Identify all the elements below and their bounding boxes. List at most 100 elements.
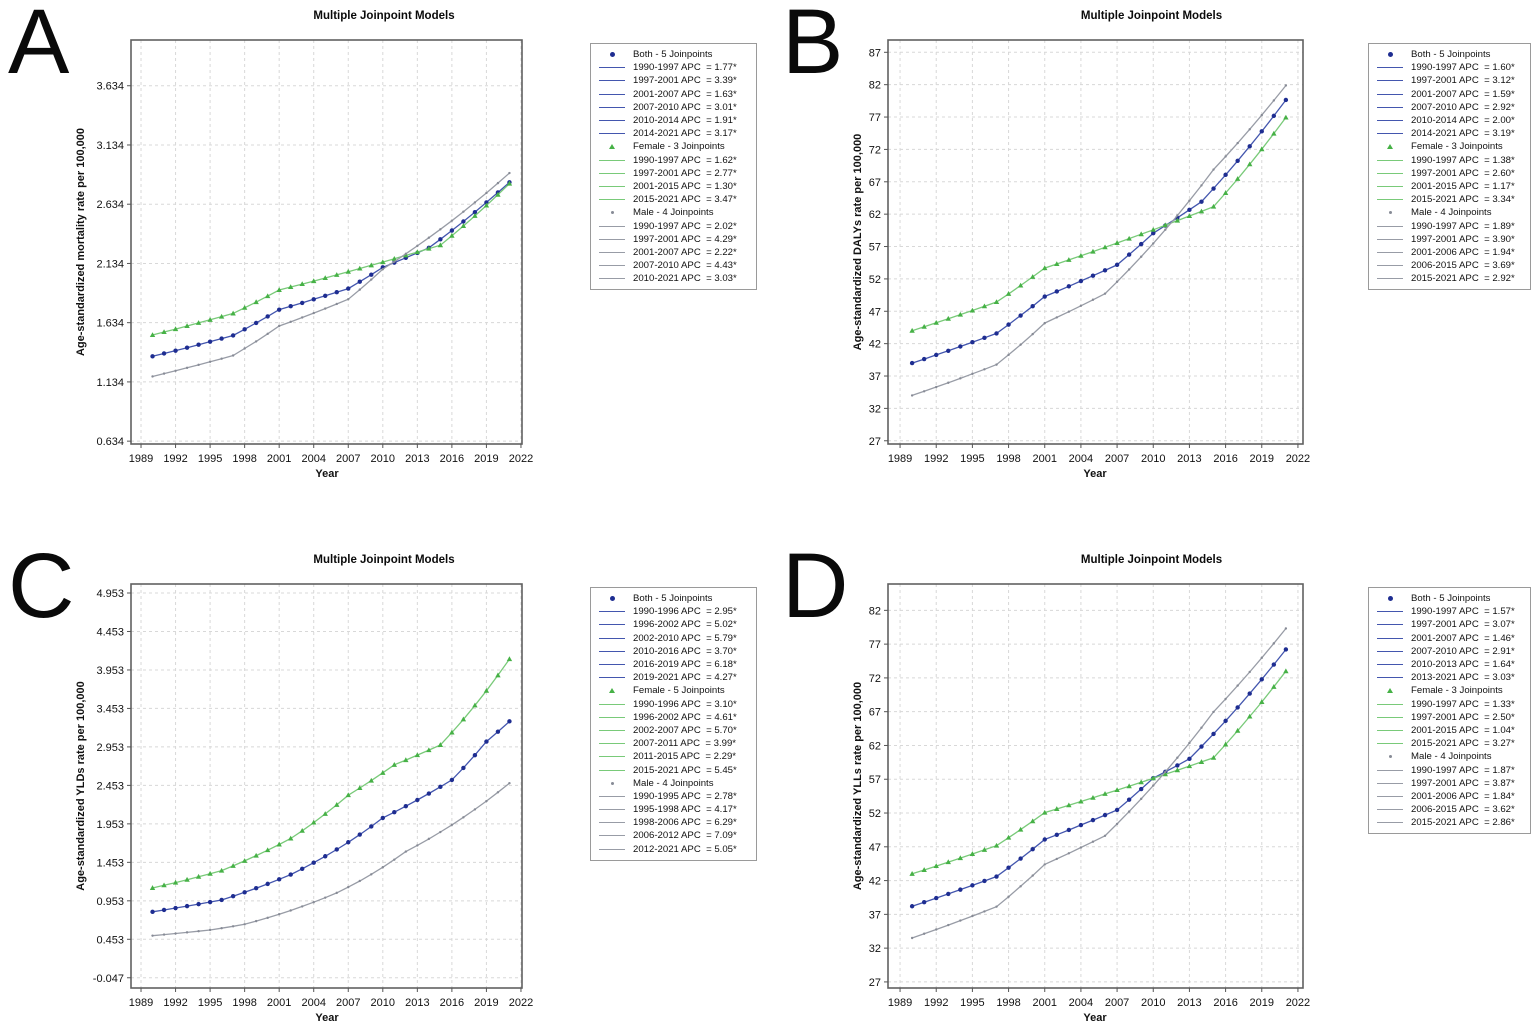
series-marker-male <box>347 885 350 889</box>
x-tick-label: 1989 <box>129 453 153 465</box>
legend-series-name: Both - 5 Joinpoints <box>1411 593 1491 605</box>
male-line-swatch <box>597 809 627 811</box>
legend-apc-label: 1990-1997 APC = 1.77* <box>633 62 737 74</box>
series-marker-male <box>404 850 408 853</box>
male-line-icon <box>1377 769 1403 771</box>
y-tick-label: 57 <box>869 242 881 254</box>
series-marker-both <box>288 304 293 309</box>
series-marker-male <box>1067 310 1071 313</box>
y-tick-label: 77 <box>869 639 881 651</box>
series-marker-male <box>1007 895 1010 898</box>
series-marker-male <box>1079 304 1083 307</box>
male-line-swatch <box>1375 809 1405 811</box>
series-marker-female <box>230 310 236 316</box>
series-marker-both <box>461 219 466 224</box>
series-marker-female <box>287 835 294 841</box>
series-line-both <box>911 99 1287 364</box>
series-marker-both <box>982 878 987 884</box>
female-marker-glyph <box>1387 144 1393 150</box>
series-marker-both <box>934 352 939 358</box>
legend-series-header: Female - 3 Joinpoints <box>1375 140 1527 153</box>
series-marker-female <box>1114 240 1120 245</box>
legend-apc-row: 1996-2002 APC = 5.02* <box>597 618 753 631</box>
series-marker-both <box>1066 284 1072 289</box>
series-marker-both <box>196 901 201 907</box>
series-marker-both <box>1223 172 1228 178</box>
series-marker-female <box>195 873 202 879</box>
series-marker-male <box>1224 155 1227 158</box>
both-line-icon <box>1377 637 1403 639</box>
series-marker-female <box>230 863 236 868</box>
series-marker-female <box>1271 130 1277 136</box>
series-marker-both <box>1006 322 1011 327</box>
both-line-icon <box>1377 120 1403 122</box>
female-marker-glyph <box>609 144 615 150</box>
x-tick-label: 2004 <box>1069 453 1093 465</box>
y-tick-label: 42 <box>869 876 881 888</box>
series-marker-female <box>1198 759 1205 764</box>
series-marker-male <box>220 927 223 930</box>
series-marker-male <box>485 799 488 803</box>
series-marker-male <box>197 930 200 933</box>
series-marker-both <box>1126 252 1132 257</box>
series-marker-female <box>993 842 1000 848</box>
series-marker-female <box>1054 806 1060 811</box>
female-line-icon <box>599 172 625 174</box>
series-marker-male <box>301 316 304 319</box>
series-marker-male <box>1272 642 1276 645</box>
both-line-swatch <box>1375 677 1405 679</box>
series-marker-both <box>1138 786 1144 792</box>
legend-apc-label: 2014-2021 APC = 3.17* <box>633 128 737 140</box>
male-line-swatch <box>1375 769 1405 771</box>
x-tick-label: 2013 <box>1177 453 1201 465</box>
female-line-icon <box>599 716 625 718</box>
legend-apc-label: 1990-1997 APC = 1.33* <box>1411 698 1515 710</box>
chart-plot: 1989 1992 1995 1998 2001 2004 2007 2010 2013 2016… <box>93 583 533 1009</box>
series-marker-both <box>495 729 501 734</box>
legend-apc-row: 2007-2010 APC = 2.91* <box>1375 645 1527 658</box>
series-marker-male <box>393 260 396 263</box>
series-marker-male <box>254 340 258 343</box>
series-marker-both <box>265 314 270 319</box>
series-marker-female <box>172 326 179 332</box>
series-marker-both <box>230 893 236 899</box>
series-marker-male <box>1067 852 1071 855</box>
x-tick-label: 2019 <box>1250 453 1274 465</box>
legend-apc-label: 2007-2010 APC = 3.01* <box>633 101 737 113</box>
series-marker-male <box>162 933 166 936</box>
x-tick-label: 2001 <box>267 997 291 1009</box>
legend-series-name: Female - 3 Joinpoints <box>1411 141 1503 153</box>
series-marker-female <box>218 867 225 873</box>
series-marker-male <box>185 931 189 934</box>
panel-b: B Multiple Joinpoint Models Age-standard… <box>768 0 1535 544</box>
legend-series-name: Both - 5 Joinpoints <box>633 593 713 605</box>
female-line-icon <box>599 703 625 705</box>
male-marker-icon <box>1375 211 1405 215</box>
series-marker-female <box>1271 684 1277 689</box>
both-line-swatch <box>1375 106 1405 108</box>
legend-apc-label: 1997-2001 APC = 3.07* <box>1411 619 1515 631</box>
legend-apc-label: 2002-2007 APC = 5.70* <box>633 724 737 736</box>
series-marker-male <box>370 278 373 281</box>
series-marker-female <box>276 841 282 847</box>
series-marker-both <box>253 885 259 891</box>
series-marker-both <box>392 809 397 815</box>
series-marker-both <box>1054 832 1059 837</box>
both-line-swatch <box>1375 637 1405 639</box>
series-marker-female <box>1126 783 1132 789</box>
series-marker-female <box>1247 713 1253 719</box>
male-line-swatch <box>597 251 627 253</box>
series-line-male <box>152 172 510 378</box>
series-marker-male <box>1019 885 1022 888</box>
series-marker-both <box>982 335 987 341</box>
series-marker-female <box>460 716 467 722</box>
series-marker-female <box>1078 252 1084 258</box>
series-marker-female <box>1090 794 1096 800</box>
series-marker-female <box>1078 798 1084 804</box>
legend-apc-row: 2007-2011 APC = 3.99* <box>597 737 753 750</box>
legend-apc-row: 1990-1997 APC = 1.38* <box>1375 154 1527 167</box>
series-marker-female <box>149 885 156 890</box>
series-marker-both <box>346 286 351 291</box>
male-line-swatch <box>1375 251 1405 253</box>
series-marker-male <box>370 873 373 876</box>
